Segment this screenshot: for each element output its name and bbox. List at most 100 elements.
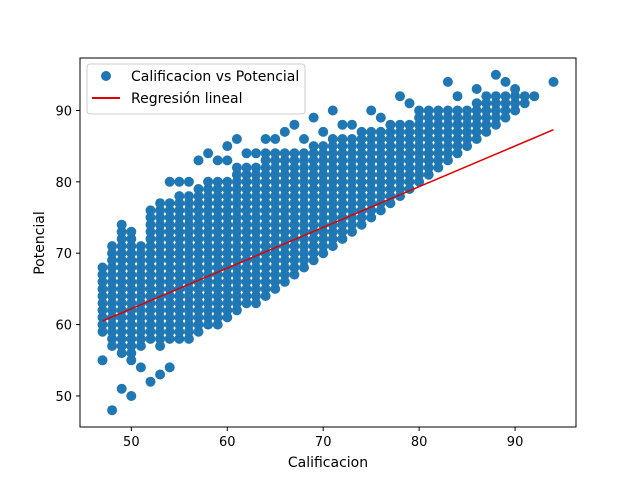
scatter-point bbox=[174, 248, 185, 259]
scatter-point bbox=[289, 248, 300, 259]
scatter-point bbox=[222, 291, 233, 301]
scatter-point bbox=[452, 112, 463, 123]
scatter-point bbox=[107, 248, 118, 259]
scatter-point bbox=[251, 162, 261, 173]
scatter-point bbox=[155, 248, 166, 259]
scatter-point bbox=[145, 305, 156, 316]
scatter-point bbox=[164, 198, 175, 209]
scatter-point bbox=[97, 298, 108, 309]
scatter-point bbox=[347, 184, 357, 194]
scatter-point bbox=[231, 283, 242, 294]
scatter-point bbox=[452, 105, 463, 116]
scatter-point bbox=[241, 184, 252, 194]
scatter-point bbox=[251, 219, 261, 230]
scatter-point bbox=[107, 333, 118, 344]
scatter-point bbox=[366, 148, 377, 159]
scatter-point bbox=[107, 298, 118, 309]
scatter-point bbox=[327, 169, 338, 180]
scatter-point bbox=[174, 312, 185, 323]
scatter-point bbox=[164, 248, 175, 259]
scatter-point bbox=[347, 169, 357, 180]
scatter-point bbox=[442, 76, 453, 87]
scatter-point bbox=[212, 212, 223, 223]
scatter-point bbox=[126, 291, 137, 301]
y-axis-label: Potencial bbox=[32, 211, 48, 275]
scatter-point bbox=[212, 226, 223, 237]
scatter-point bbox=[270, 148, 281, 159]
scatter-point bbox=[116, 305, 127, 316]
x-tick-label: 60 bbox=[219, 435, 236, 450]
scatter-point bbox=[97, 283, 108, 294]
scatter-point bbox=[222, 155, 233, 166]
scatter-point bbox=[318, 169, 329, 180]
scatter-point bbox=[289, 191, 300, 202]
scatter-point bbox=[193, 283, 204, 294]
scatter-point bbox=[212, 198, 223, 209]
scatter-point bbox=[462, 126, 473, 137]
scatter-point bbox=[471, 119, 482, 130]
scatter-point bbox=[155, 226, 166, 237]
scatter-point bbox=[203, 276, 214, 287]
scatter-point bbox=[327, 233, 338, 244]
scatter-point bbox=[231, 219, 242, 230]
scatter-point bbox=[452, 126, 463, 137]
scatter-point bbox=[366, 126, 377, 137]
scatter-point bbox=[231, 162, 242, 173]
scatter-point bbox=[356, 162, 367, 173]
scatter-point bbox=[433, 112, 444, 123]
scatter-point bbox=[442, 148, 453, 159]
scatter-point bbox=[183, 269, 194, 280]
scatter-point bbox=[279, 233, 290, 244]
scatter-point bbox=[155, 205, 166, 216]
scatter-point bbox=[500, 112, 511, 123]
legend-box bbox=[86, 63, 306, 115]
scatter-point bbox=[174, 212, 185, 223]
scatter-point bbox=[251, 298, 261, 309]
scatter-point bbox=[433, 148, 444, 159]
scatter-point bbox=[251, 176, 261, 187]
scatter-point bbox=[231, 305, 242, 316]
scatter-point bbox=[203, 176, 214, 187]
scatter-point bbox=[270, 283, 281, 294]
scatter-point bbox=[375, 176, 386, 187]
scatter-point bbox=[299, 241, 309, 252]
scatter-point bbox=[222, 226, 233, 237]
scatter-point bbox=[222, 248, 233, 259]
scatter-point bbox=[164, 333, 175, 344]
scatter-point bbox=[116, 298, 127, 309]
scatter-point bbox=[490, 105, 501, 116]
scatter-point bbox=[241, 198, 252, 209]
scatter-point bbox=[289, 169, 300, 180]
scatter-point bbox=[231, 176, 242, 187]
scatter-point bbox=[308, 191, 319, 202]
scatter-point bbox=[337, 198, 348, 209]
scatter-point bbox=[241, 176, 252, 187]
scatter-point bbox=[481, 91, 492, 102]
scatter-point bbox=[366, 191, 377, 202]
scatter-point bbox=[404, 169, 415, 180]
scatter-point bbox=[423, 119, 434, 130]
scatter-point bbox=[231, 198, 242, 209]
scatter-point bbox=[414, 112, 425, 123]
scatter-point bbox=[107, 276, 118, 287]
scatter-point bbox=[241, 298, 252, 309]
scatter-point bbox=[471, 126, 482, 137]
y-tick-label: 50 bbox=[55, 390, 72, 405]
scatter-point bbox=[174, 198, 185, 209]
scatter-point bbox=[183, 326, 194, 337]
scatter-point bbox=[404, 162, 415, 173]
scatter-point bbox=[183, 255, 194, 266]
scatter-point bbox=[375, 162, 386, 173]
scatter-point bbox=[442, 134, 453, 144]
scatter-point bbox=[279, 219, 290, 230]
scatter-point bbox=[395, 155, 405, 166]
scatter-point bbox=[356, 212, 367, 223]
scatter-point bbox=[231, 169, 242, 180]
scatter-point bbox=[145, 233, 156, 244]
y-tick-label: 80 bbox=[55, 176, 72, 191]
y-tick-label: 60 bbox=[55, 319, 72, 334]
scatter-point bbox=[327, 241, 338, 252]
scatter-point bbox=[260, 162, 271, 173]
scatter-point bbox=[299, 134, 309, 144]
